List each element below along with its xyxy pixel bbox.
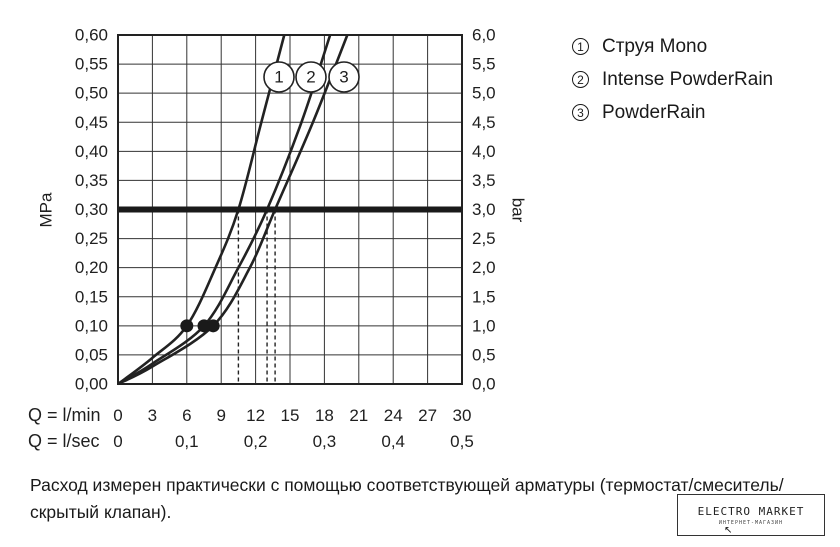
flow-curve-line — [117, 34, 332, 386]
lsec-tick-label: 0,1 — [175, 432, 199, 451]
plot-frame — [117, 34, 463, 385]
left-axis-label: MPa — [37, 192, 56, 228]
flow-curve-line — [117, 34, 286, 386]
right-tick-label: 0,0 — [472, 375, 496, 394]
legend-item: 1 Струя Mono — [572, 30, 773, 63]
flow-curves — [117, 34, 349, 386]
highlight-point — [180, 319, 194, 333]
left-tick-label: 0,45 — [75, 113, 108, 132]
watermark-logo: ELECTRO MARKET ИНТЕРНЕТ-МАГАЗИН ↖ — [677, 494, 825, 536]
lmin-tick-label: 30 — [453, 406, 472, 425]
watermark-subtitle: ИНТЕРНЕТ-МАГАЗИН — [718, 519, 784, 526]
left-tick-label: 0,55 — [75, 55, 108, 74]
left-tick-label: 0,30 — [75, 200, 108, 219]
flow-lmin-label: Q = l/min — [28, 405, 101, 425]
lsec-tick-label: 0,5 — [450, 432, 474, 451]
right-tick-label: 3,5 — [472, 171, 496, 190]
left-tick-label: 0,60 — [75, 26, 108, 45]
left-tick-label: 0,05 — [75, 345, 108, 364]
left-axis-ticks: 0,00 0,05 0,10 0,15 0,20 0,25 0,30 0,35 0,40 0,45… — [75, 26, 108, 394]
flow-curve-line — [117, 34, 349, 386]
lmin-tick-label: 12 — [246, 406, 265, 425]
lsec-tick-label: 0 — [113, 432, 122, 451]
legend-item: 2 Intense PowderRain — [572, 63, 773, 96]
lmin-tick-label: 18 — [315, 406, 334, 425]
right-tick-label: 0,5 — [472, 345, 496, 364]
right-tick-label: 6,0 — [472, 26, 496, 45]
cursor-icon: ↖ — [724, 525, 733, 536]
right-tick-label: 2,5 — [472, 229, 496, 248]
right-tick-label: 1,0 — [472, 316, 496, 335]
highlight-point — [197, 319, 211, 333]
left-tick-label: 0,20 — [75, 258, 108, 277]
left-tick-label: 0,10 — [75, 316, 108, 335]
left-tick-label: 0,50 — [75, 84, 108, 103]
legend-marker: 3 — [572, 104, 589, 121]
plot-border — [117, 34, 463, 385]
marker-circle — [263, 61, 295, 93]
right-tick-label: 5,0 — [472, 84, 496, 103]
flow-lsec-label: Q = l/sec — [28, 431, 100, 451]
highlight-point — [206, 319, 220, 333]
lmin-tick-label: 21 — [349, 406, 368, 425]
right-tick-label: 2,0 — [472, 258, 496, 277]
left-tick-label: 0,40 — [75, 142, 108, 161]
legend: 1 Струя Mono 2 Intense PowderRain 3 Powd… — [572, 30, 773, 129]
highlight-points — [180, 319, 220, 333]
footnote: Расход измерен практически с помощью соо… — [30, 475, 784, 522]
lmin-tick-label: 27 — [418, 406, 437, 425]
marker-number: 3 — [339, 68, 348, 87]
right-tick-label: 3,0 — [472, 200, 496, 219]
lsec-tick-label: 0,3 — [313, 432, 337, 451]
pressure-flow-chart: 0,000,050,100,150,200,250,300,350,400,45… — [28, 26, 528, 452]
legend-item: 3 PowderRain — [572, 96, 773, 129]
left-tick-label: 0,35 — [75, 171, 108, 190]
left-tick-label: 0,00 — [75, 375, 108, 394]
lmin-tick-label: 24 — [384, 406, 403, 425]
lmin-tick-label: 3 — [148, 406, 157, 425]
marker-number: 1 — [274, 68, 283, 87]
curve-marker: 3 — [328, 61, 360, 93]
legend-marker: 2 — [572, 71, 589, 88]
marker-number: 2 — [306, 68, 315, 87]
right-axis-label: bar — [509, 198, 528, 223]
lmin-tick-label: 6 — [182, 406, 191, 425]
marker-circle — [295, 61, 327, 93]
dashed-drop-lines — [237, 209, 276, 384]
right-tick-label: 5,5 — [472, 55, 496, 74]
curve-marker: 1 — [263, 61, 295, 93]
x-axis-ticks: 0 3 6 9 12 15 18 21 24 27 30 0 0,1 0,2 0,3 0,4 0,5 — [113, 406, 474, 451]
legend-marker: 1 — [572, 38, 589, 55]
legend-label: Intense PowderRain — [602, 68, 774, 90]
legend-label: PowderRain — [602, 101, 706, 123]
lsec-tick-label: 0,2 — [244, 432, 268, 451]
lmin-tick-label: 15 — [281, 406, 300, 425]
right-axis-ticks: 0,0 0,5 1,0 1,5 2,0 2,5 3,0 3,5 4,0 4,5 5,0 5,5 6,0 — [472, 26, 496, 394]
curve-marker: 2 — [295, 61, 327, 93]
left-tick-label: 0,25 — [75, 229, 108, 248]
curve-markers: 1 2 3 — [263, 61, 360, 93]
lmin-tick-label: 0 — [113, 406, 122, 425]
watermark-title: ELECTRO MARKET — [697, 504, 805, 518]
lmin-tick-label: 9 — [216, 406, 225, 425]
lsec-tick-label: 0,4 — [381, 432, 405, 451]
right-tick-label: 1,5 — [472, 287, 496, 306]
marker-circle — [328, 61, 360, 93]
right-tick-label: 4,0 — [472, 142, 496, 161]
legend-label: Струя Mono — [602, 35, 708, 57]
right-tick-label: 4,5 — [472, 113, 496, 132]
left-tick-label: 0,15 — [75, 287, 108, 306]
